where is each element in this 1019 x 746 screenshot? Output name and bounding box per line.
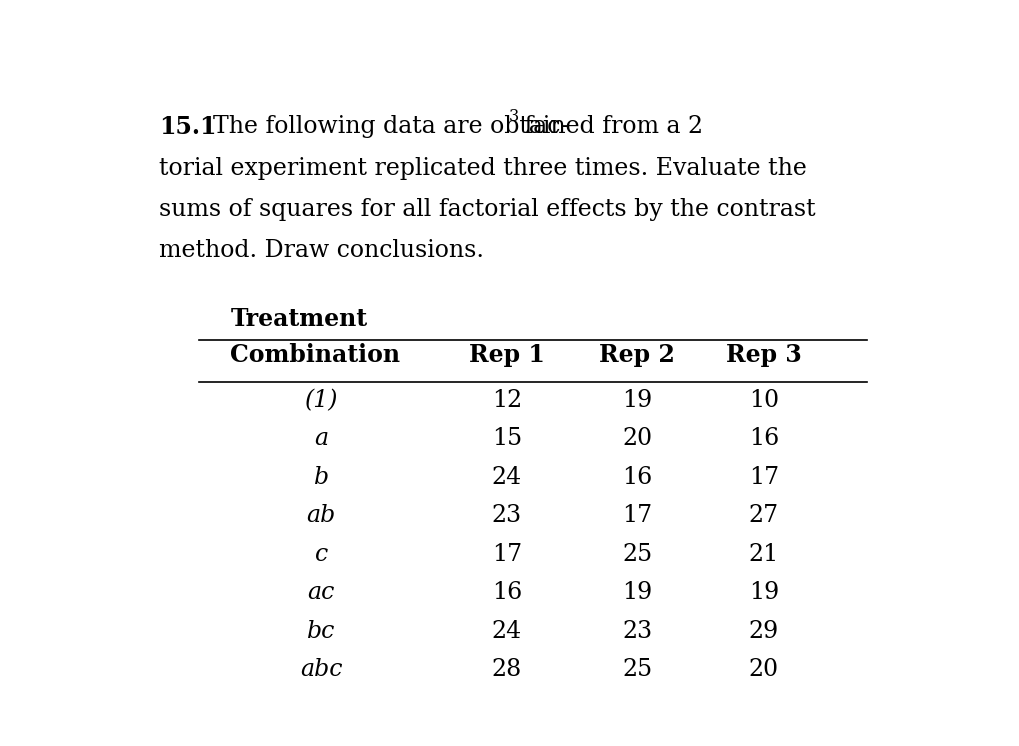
- Text: 15: 15: [491, 427, 522, 451]
- Text: 21: 21: [748, 543, 779, 565]
- Text: 27: 27: [748, 504, 779, 527]
- Text: a: a: [314, 427, 328, 451]
- Text: Rep 1: Rep 1: [469, 343, 544, 367]
- Text: 29: 29: [748, 620, 779, 643]
- Text: ac: ac: [307, 581, 334, 604]
- Text: Rep 3: Rep 3: [726, 343, 801, 367]
- Text: 17: 17: [622, 504, 652, 527]
- Text: 15.1: 15.1: [159, 116, 216, 140]
- Text: 20: 20: [622, 427, 652, 451]
- Text: bc: bc: [307, 620, 335, 643]
- Text: fac-: fac-: [517, 116, 568, 138]
- Text: Combination: Combination: [230, 343, 399, 367]
- Text: 23: 23: [622, 620, 652, 643]
- Text: 16: 16: [491, 581, 522, 604]
- Text: method. Draw conclusions.: method. Draw conclusions.: [159, 239, 484, 263]
- Text: 16: 16: [622, 466, 652, 489]
- Text: (1): (1): [304, 389, 337, 412]
- Text: 10: 10: [748, 389, 779, 412]
- Text: sums of squares for all factorial effects by the contrast: sums of squares for all factorial effect…: [159, 198, 815, 221]
- Text: The following data are obtained from a 2: The following data are obtained from a 2: [213, 116, 702, 138]
- Text: 25: 25: [622, 658, 652, 681]
- Text: 19: 19: [748, 581, 779, 604]
- Text: 19: 19: [622, 389, 652, 412]
- Text: abc: abc: [300, 658, 342, 681]
- Text: 23: 23: [491, 504, 522, 527]
- Text: 24: 24: [491, 466, 522, 489]
- Text: 28: 28: [491, 658, 522, 681]
- Text: 25: 25: [622, 543, 652, 565]
- Text: ab: ab: [307, 504, 335, 527]
- Text: 3: 3: [508, 108, 519, 125]
- Text: 24: 24: [491, 620, 522, 643]
- Text: Rep 2: Rep 2: [599, 343, 675, 367]
- Text: 12: 12: [491, 389, 522, 412]
- Text: torial experiment replicated three times. Evaluate the: torial experiment replicated three times…: [159, 157, 806, 180]
- Text: c: c: [314, 543, 327, 565]
- Text: 17: 17: [748, 466, 779, 489]
- Text: 16: 16: [748, 427, 779, 451]
- Text: 20: 20: [748, 658, 779, 681]
- Text: 19: 19: [622, 581, 652, 604]
- Text: b: b: [313, 466, 328, 489]
- Text: Treatment: Treatment: [230, 307, 367, 330]
- Text: 17: 17: [491, 543, 522, 565]
